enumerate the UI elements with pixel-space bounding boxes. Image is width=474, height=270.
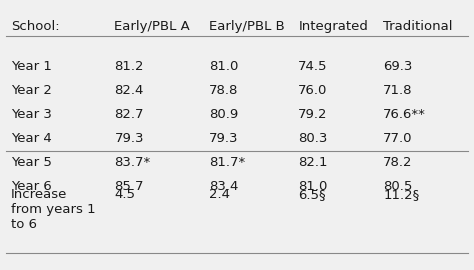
Text: 4.5: 4.5 bbox=[115, 188, 136, 201]
Text: 77.0: 77.0 bbox=[383, 132, 412, 145]
Text: 11.2§: 11.2§ bbox=[383, 188, 419, 201]
Text: 80.3: 80.3 bbox=[298, 132, 328, 145]
Text: Increase
from years 1
to 6: Increase from years 1 to 6 bbox=[11, 188, 95, 231]
Text: 85.7: 85.7 bbox=[115, 180, 144, 193]
Text: 82.4: 82.4 bbox=[115, 84, 144, 97]
Text: 83.7*: 83.7* bbox=[115, 156, 151, 169]
Text: 82.1: 82.1 bbox=[298, 156, 328, 169]
Text: 76.0: 76.0 bbox=[298, 84, 328, 97]
Text: Year 1: Year 1 bbox=[11, 60, 52, 73]
Text: 81.0: 81.0 bbox=[209, 60, 238, 73]
Text: 6.5§: 6.5§ bbox=[298, 188, 326, 201]
Text: Year 3: Year 3 bbox=[11, 108, 52, 121]
Text: 76.6**: 76.6** bbox=[383, 108, 426, 121]
Text: School:: School: bbox=[11, 20, 59, 33]
Text: Traditional: Traditional bbox=[383, 20, 453, 33]
Text: 78.2: 78.2 bbox=[383, 156, 412, 169]
Text: 83.4: 83.4 bbox=[209, 180, 238, 193]
Text: 79.3: 79.3 bbox=[209, 132, 238, 145]
Text: Year 4: Year 4 bbox=[11, 132, 52, 145]
Text: Year 2: Year 2 bbox=[11, 84, 52, 97]
Text: 80.5: 80.5 bbox=[383, 180, 412, 193]
Text: 79.3: 79.3 bbox=[115, 132, 144, 145]
Text: 81.2: 81.2 bbox=[115, 60, 144, 73]
Text: 82.7: 82.7 bbox=[115, 108, 144, 121]
Text: Year 5: Year 5 bbox=[11, 156, 52, 169]
Text: Year 6: Year 6 bbox=[11, 180, 52, 193]
Text: 79.2: 79.2 bbox=[298, 108, 328, 121]
Text: 69.3: 69.3 bbox=[383, 60, 412, 73]
Text: 2.4: 2.4 bbox=[209, 188, 230, 201]
Text: Integrated: Integrated bbox=[298, 20, 368, 33]
Text: 74.5: 74.5 bbox=[298, 60, 328, 73]
Text: Early/PBL B: Early/PBL B bbox=[209, 20, 284, 33]
Text: 78.8: 78.8 bbox=[209, 84, 238, 97]
Text: 81.0: 81.0 bbox=[298, 180, 328, 193]
Text: Early/PBL A: Early/PBL A bbox=[115, 20, 190, 33]
Text: 71.8: 71.8 bbox=[383, 84, 412, 97]
Text: 81.7*: 81.7* bbox=[209, 156, 245, 169]
Text: 80.9: 80.9 bbox=[209, 108, 238, 121]
